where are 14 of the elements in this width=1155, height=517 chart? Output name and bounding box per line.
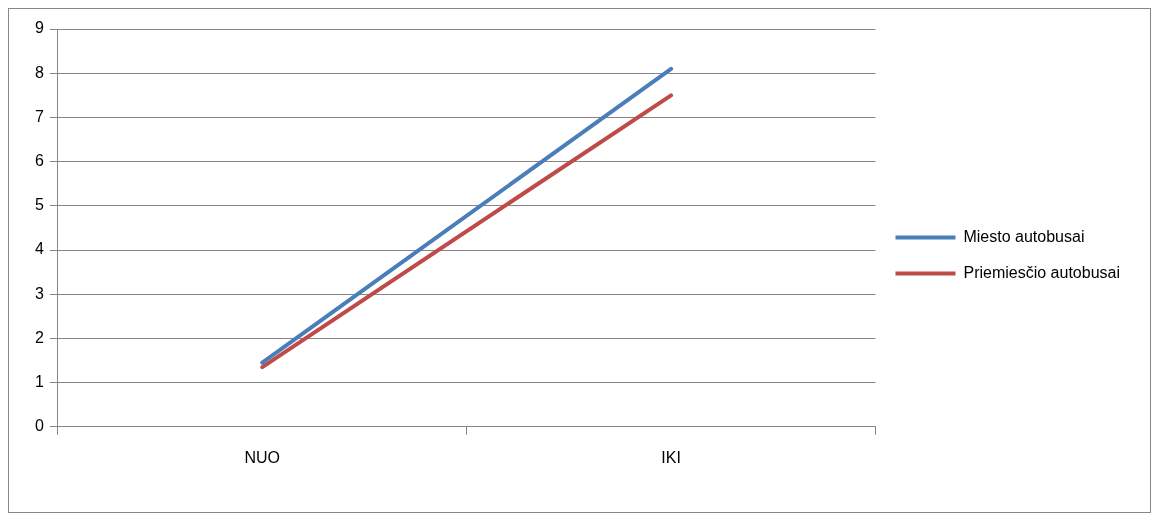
y-tick-label: 7: [34, 107, 44, 125]
y-tick-label: 8: [34, 63, 44, 81]
y-tick-label: 9: [34, 19, 44, 37]
x-tick-label: NUO: [244, 448, 281, 466]
x-tick-label: IKI: [661, 448, 681, 466]
legend-label: Miesto autobusai: [963, 227, 1085, 245]
y-tick-label: 6: [34, 152, 44, 170]
legend-label: Priemiesčio autobusai: [963, 263, 1121, 281]
y-tick-label: 4: [34, 240, 44, 258]
y-tick-label: 3: [34, 284, 44, 302]
y-tick-label: 0: [34, 417, 44, 435]
y-tick-label: 5: [34, 196, 44, 214]
y-tick-label: 1: [34, 373, 44, 391]
y-tick-label: 2: [34, 328, 44, 346]
